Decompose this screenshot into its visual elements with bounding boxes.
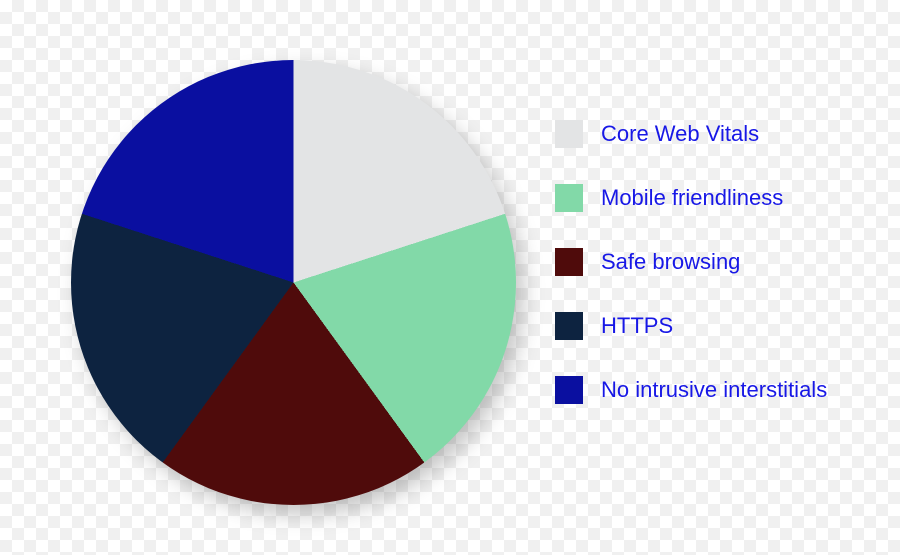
legend: Core Web Vitals Mobile friendliness Safe…	[555, 120, 827, 404]
legend-swatch	[555, 376, 583, 404]
legend-item: Mobile friendliness	[555, 184, 827, 212]
legend-item: No intrusive interstitials	[555, 376, 827, 404]
pie-chart-container	[71, 60, 516, 505]
legend-label: Mobile friendliness	[601, 185, 783, 211]
legend-item: Core Web Vitals	[555, 120, 827, 148]
legend-label: HTTPS	[601, 313, 673, 339]
legend-item: Safe browsing	[555, 248, 827, 276]
chart-stage: Core Web Vitals Mobile friendliness Safe…	[0, 0, 900, 555]
legend-label: No intrusive interstitials	[601, 377, 827, 403]
legend-swatch	[555, 312, 583, 340]
legend-swatch	[555, 248, 583, 276]
legend-swatch	[555, 120, 583, 148]
legend-swatch	[555, 184, 583, 212]
legend-item: HTTPS	[555, 312, 827, 340]
pie-chart	[71, 60, 516, 505]
legend-label: Core Web Vitals	[601, 121, 759, 147]
legend-label: Safe browsing	[601, 249, 740, 275]
